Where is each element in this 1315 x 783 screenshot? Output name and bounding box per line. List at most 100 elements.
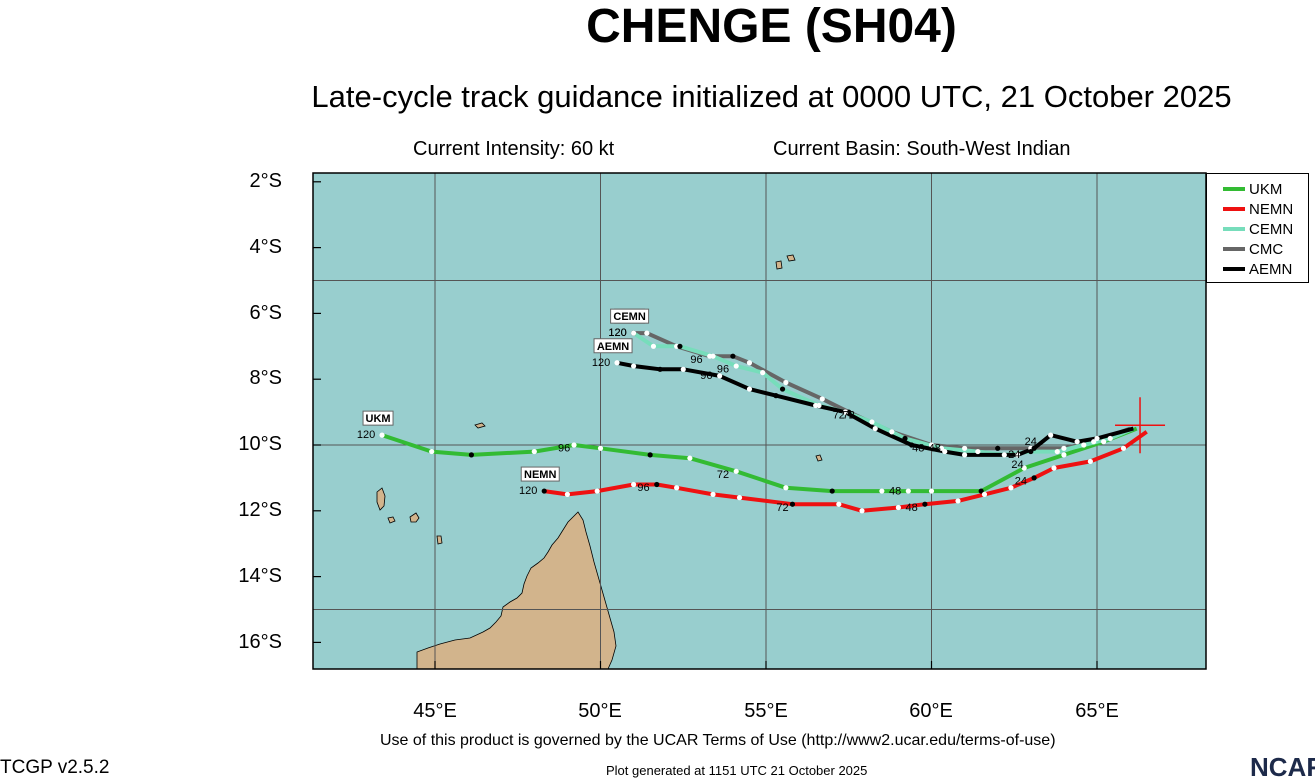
track-point-nemn — [789, 501, 796, 507]
chart-title: CHENGE (SH04) — [586, 0, 957, 53]
track-point-aemn — [1031, 445, 1037, 451]
track-point-cmc — [1061, 445, 1067, 451]
track-point-aemn — [614, 360, 620, 366]
track-point-aemn — [1074, 439, 1080, 445]
track-point-aemn — [872, 425, 878, 432]
track-end-hour: 120 — [608, 327, 626, 339]
seychelles-island — [775, 260, 783, 270]
track-point-ukm — [1101, 439, 1107, 445]
track-point-nemn — [1031, 475, 1037, 481]
track-point-cemn — [733, 363, 739, 369]
track-point-ukm — [647, 452, 653, 458]
legend-item-ukm: UKM — [1223, 179, 1282, 199]
track-end-label-box — [610, 308, 650, 324]
track-point-cemn — [710, 353, 716, 359]
track-point-cemn — [677, 343, 683, 349]
legend-swatch-ukm — [1223, 187, 1245, 191]
track-point-nemn — [674, 485, 680, 491]
track-point-aemn — [813, 402, 819, 409]
current-basin: Current Basin: South-West Indian — [773, 138, 1071, 160]
track-point-aemn — [773, 393, 779, 399]
lat-label-10s: 10°S — [238, 433, 282, 455]
hour-label-cemn: 72 — [843, 410, 855, 422]
plot-border — [312, 172, 1207, 670]
track-point-cmc — [783, 379, 789, 386]
track-point-cemn — [779, 386, 786, 392]
track-point-nemn — [1120, 445, 1127, 451]
hour-label-ukm: 96 — [558, 443, 570, 455]
track-point-cemn — [760, 370, 766, 376]
lat-label-16s: 16°S — [238, 631, 282, 653]
track-end-label-cemn: CEMN 120 — [608, 308, 650, 339]
track-point-nemn — [594, 488, 600, 494]
legend-swatch-cmc — [1223, 247, 1245, 251]
track-point-cmc — [819, 396, 825, 402]
hour-label-ukm: 24 — [1011, 459, 1023, 471]
track-end-label-box — [593, 338, 633, 354]
track-end-label-aemn: AEMN 120 — [592, 338, 633, 369]
track-point-nemn — [564, 491, 571, 497]
track-point-ukm — [783, 485, 789, 491]
track-point-nemn — [1008, 485, 1014, 491]
track-point-cemn — [938, 445, 945, 451]
version-label: TCGP v2.5.2 — [0, 757, 110, 778]
track-point-aemn — [1048, 432, 1054, 438]
track-point-cmc — [644, 330, 650, 336]
hour-label-nemn: 96 — [637, 482, 649, 494]
track-point-aemn — [717, 373, 723, 379]
legend-swatch-nemn — [1223, 207, 1245, 211]
legend-label-cmc: CMC — [1249, 240, 1284, 258]
track-point-cemn — [1107, 435, 1113, 442]
track-point-nemn — [736, 495, 743, 501]
track-point-cmc — [928, 442, 935, 448]
track-point-ukm — [733, 468, 739, 474]
legend-label-cemn: CEMN — [1249, 220, 1294, 238]
track-point-ukm — [429, 448, 435, 455]
track-point-ukm — [379, 432, 385, 438]
track-end-label-box — [520, 466, 560, 482]
track-point-nemn — [654, 481, 660, 488]
track-point-nemn — [1087, 458, 1093, 465]
track-point-aemn — [842, 409, 849, 415]
track-point-cemn — [902, 435, 908, 442]
track-point-cemn — [1081, 442, 1087, 448]
hour-label-ukm: 72 — [717, 469, 729, 481]
plot-generated-text: Plot generated at 1151 UTC 21 October 20… — [606, 763, 868, 778]
hour-label-aemn: 96 — [700, 370, 712, 382]
track-point-ukm — [928, 488, 935, 494]
track-end-hour: 120 — [592, 357, 610, 369]
track-end-hour: 120 — [357, 429, 375, 441]
track-point-cemn — [631, 330, 637, 336]
track-point-aemn — [657, 366, 663, 372]
land-layer — [376, 254, 823, 669]
track-point-aemn — [1014, 452, 1021, 458]
legend-label-nemn: NEMN — [1249, 200, 1294, 218]
comoros-island — [436, 535, 443, 545]
track-point-ukm — [531, 448, 537, 455]
hour-label-cmc: 72 — [833, 410, 845, 422]
hour-label-cmc: 48 — [929, 443, 941, 455]
track-point-ukm — [468, 452, 475, 458]
track-point-ukm — [597, 445, 604, 451]
hour-label-cemn: 96 — [717, 364, 729, 376]
track-point-cemn — [869, 419, 875, 425]
track-point-nemn — [922, 501, 928, 507]
lon-label-45e: 45°E — [413, 700, 457, 722]
ncar-logo: NCAR — [1250, 752, 1315, 782]
track-point-aemn — [631, 363, 637, 369]
hour-label-nemn: 24 — [1015, 475, 1027, 487]
track-point-aemn — [680, 366, 686, 372]
hour-label-nemn: 72 — [776, 502, 788, 514]
track-point-nemn — [631, 481, 637, 488]
track-point-nemn — [541, 488, 547, 494]
track-point-ukm — [687, 455, 693, 461]
track-point-aemn — [962, 452, 968, 458]
track-point-cmc — [889, 429, 895, 435]
terms-of-use-text: Use of this product is governed by the U… — [380, 732, 1056, 749]
hour-label-nemn: 48 — [906, 502, 918, 514]
track-name-label: CEMN — [613, 311, 645, 323]
track-point-ukm — [571, 442, 577, 448]
legend-item-nemn: NEMN — [1223, 199, 1293, 219]
track-point-ukm — [978, 488, 984, 494]
